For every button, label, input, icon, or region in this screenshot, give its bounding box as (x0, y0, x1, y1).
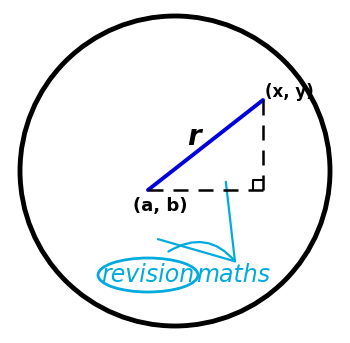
Text: revision: revision (102, 263, 195, 287)
Text: (x, y): (x, y) (265, 83, 313, 101)
FancyArrowPatch shape (158, 182, 235, 261)
Text: r: r (187, 123, 200, 151)
Text: maths: maths (196, 263, 270, 287)
Text: (a, b): (a, b) (133, 197, 187, 215)
